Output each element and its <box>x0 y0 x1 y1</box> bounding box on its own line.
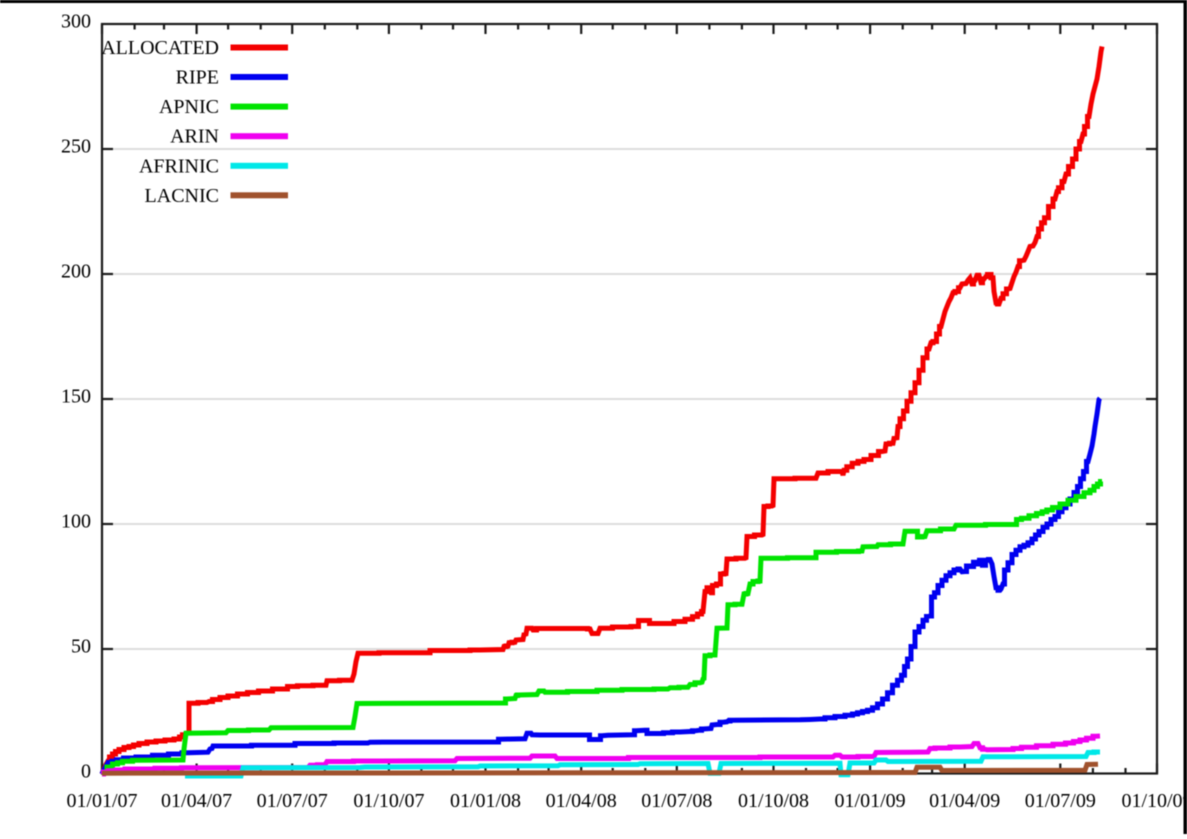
svg-text:300: 300 <box>61 11 91 33</box>
svg-text:01/04/09: 01/04/09 <box>929 790 1000 812</box>
svg-text:01/07/07: 01/07/07 <box>257 790 328 812</box>
svg-text:0: 0 <box>81 761 91 783</box>
svg-text:01/04/08: 01/04/08 <box>546 790 617 812</box>
svg-text:01/10/07: 01/10/07 <box>353 790 424 812</box>
svg-text:150: 150 <box>61 386 91 408</box>
svg-text:RIPE: RIPE <box>176 67 219 89</box>
svg-text:01/04/07: 01/04/07 <box>161 790 232 812</box>
svg-text:APNIC: APNIC <box>159 96 219 118</box>
svg-text:ARIN: ARIN <box>170 126 219 148</box>
svg-text:250: 250 <box>61 136 91 158</box>
svg-text:200: 200 <box>61 261 91 283</box>
svg-text:01/07/08: 01/07/08 <box>641 790 712 812</box>
svg-text:AFRINIC: AFRINIC <box>139 155 219 177</box>
svg-text:01/01/07: 01/01/07 <box>66 790 137 812</box>
svg-text:01/01/09: 01/01/09 <box>835 790 906 812</box>
svg-text:LACNIC: LACNIC <box>145 185 219 207</box>
svg-text:100: 100 <box>61 511 91 533</box>
svg-text:01/10/09: 01/10/09 <box>1121 790 1187 812</box>
svg-text:01/10/08: 01/10/08 <box>738 790 809 812</box>
svg-text:01/01/08: 01/01/08 <box>450 790 521 812</box>
svg-text:01/07/09: 01/07/09 <box>1025 790 1096 812</box>
svg-text:50: 50 <box>71 636 91 658</box>
svg-text:ALLOCATED: ALLOCATED <box>101 37 219 59</box>
